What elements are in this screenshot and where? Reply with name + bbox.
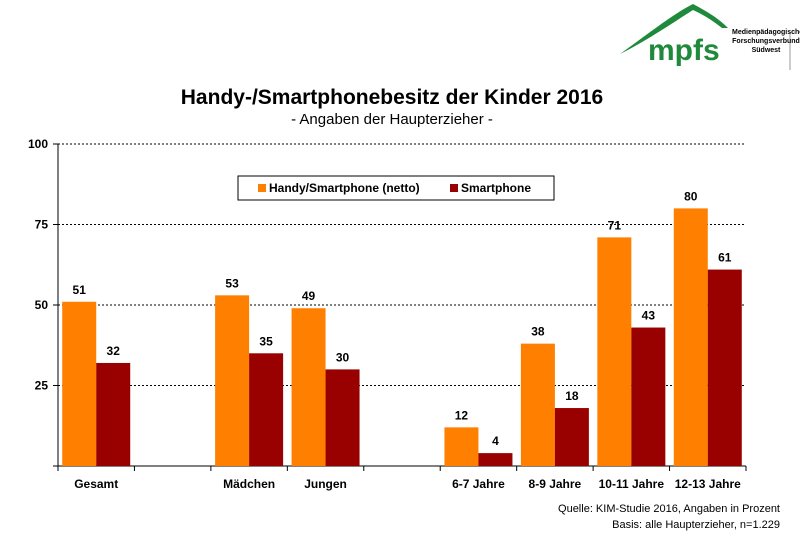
bar-value-label: 38 — [531, 325, 545, 339]
legend-box — [237, 175, 555, 201]
bars — [62, 208, 742, 466]
x-tick-label: Mädchen — [223, 477, 275, 491]
bar-value-label: 18 — [565, 389, 579, 403]
x-tick-label: Gesamt — [74, 477, 118, 491]
x-axis-ticks: Gesamt Mädchen Jungen 6-7 Jahre 8-9 Jahre 10-… — [57, 466, 747, 491]
source-note: Quelle: KIM-Studie 2016, Angaben in Proz… — [558, 503, 780, 515]
bar — [96, 362, 131, 466]
bar-value-label: 51 — [73, 283, 87, 297]
logo-tagline-line: Forschungsverbund — [732, 38, 800, 45]
chart-subtitle: - Angaben der Haupterzieher - — [291, 111, 493, 128]
bar-value-label: 43 — [642, 309, 656, 323]
bar-value-label: 61 — [718, 251, 732, 265]
bar — [249, 353, 284, 466]
bar — [444, 427, 479, 466]
x-tick-label: 8-9 Jahre — [529, 477, 582, 491]
legend-swatch-netto — [258, 184, 266, 192]
bar-value-label: 49 — [302, 289, 316, 303]
bar-value-label: 4 — [492, 434, 499, 448]
bar-value-label: 80 — [684, 189, 698, 203]
y-tick-label: 75 — [35, 218, 49, 232]
y-tick-label: 100 — [28, 137, 48, 151]
y-tick-label: 25 — [35, 379, 49, 393]
bar — [520, 343, 555, 466]
basis-note: Basis: alle Haupterzieher, n=1.229 — [612, 519, 780, 531]
legend: Handy/Smartphone (netto) Smartphone — [237, 175, 555, 201]
bar-value-label: 32 — [107, 344, 121, 358]
bar-value-label: 12 — [455, 408, 469, 422]
bar — [291, 308, 326, 466]
bar — [673, 208, 708, 466]
bar-value-label: 30 — [336, 350, 350, 364]
y-axis-ticks: 25 50 75 100 — [28, 137, 58, 467]
legend-swatch-smartphone — [450, 184, 458, 192]
legend-label-smartphone: Smartphone — [461, 181, 531, 195]
legend-label-netto: Handy/Smartphone (netto) — [269, 181, 420, 195]
y-tick-label: 50 — [35, 298, 49, 312]
bar — [597, 237, 632, 466]
logo-tagline: Medienpädagogischer Forschungsverbund Sü… — [732, 28, 800, 55]
bar-value-label: 71 — [608, 218, 622, 232]
logo-wordmark: mpfs — [648, 34, 720, 67]
bar — [478, 453, 513, 466]
bar-value-label: 35 — [259, 334, 273, 348]
bar-value-label: 53 — [225, 276, 239, 290]
value-labels: 51 32 53 35 49 30 12 4 38 18 71 43 80 61 — [73, 189, 732, 448]
bar — [62, 301, 97, 466]
logo-tagline-line: Südwest — [751, 47, 781, 54]
x-tick-label: Jungen — [304, 477, 347, 491]
bar — [631, 327, 666, 466]
chart-title: Handy-/Smartphonebesitz der Kinder 2016 — [181, 86, 603, 109]
bar — [215, 295, 250, 466]
logo-tagline-line: Medienpädagogischer — [732, 29, 800, 36]
bar — [325, 369, 360, 466]
x-tick-label: 10-11 Jahre — [599, 477, 665, 491]
x-tick-label: 12-13 Jahre — [675, 477, 741, 491]
bar — [707, 269, 742, 466]
x-tick-label: 6-7 Jahre — [452, 477, 505, 491]
bar — [554, 408, 589, 466]
mpfs-logo: mpfs — [620, 4, 791, 70]
